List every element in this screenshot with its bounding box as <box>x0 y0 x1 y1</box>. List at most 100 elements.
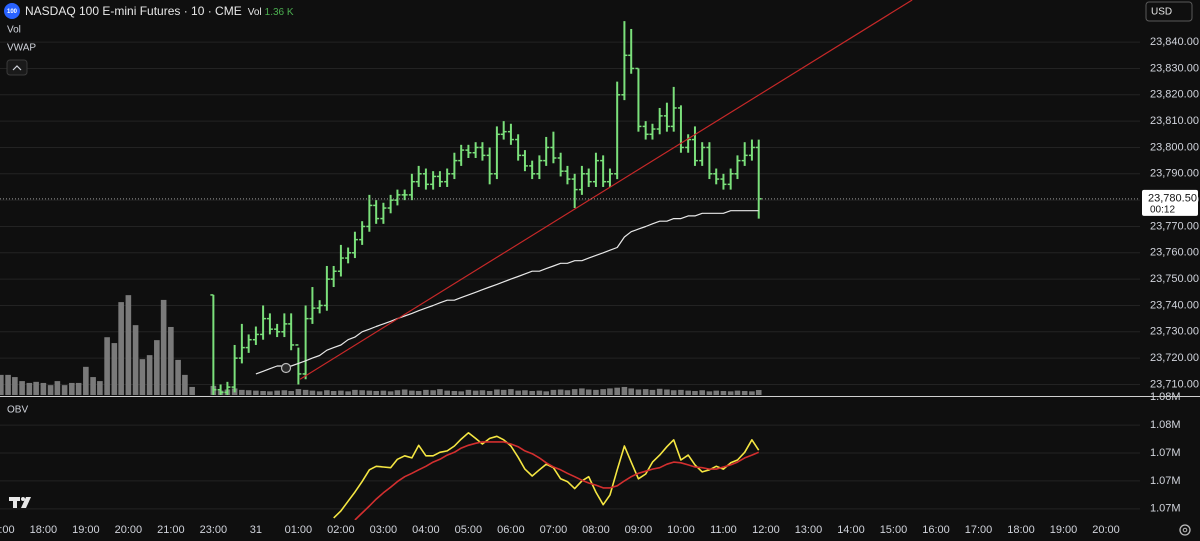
x-tick-label: 08:00 <box>582 524 610 536</box>
x-tick-label: 17:00 <box>0 524 15 536</box>
x-tick-label: 18:00 <box>30 524 58 536</box>
y-tick-label: 23,820.00 <box>1150 89 1199 101</box>
volume-bar <box>12 377 18 395</box>
x-tick-label: 02:00 <box>327 524 355 536</box>
volume-bar <box>579 388 585 395</box>
volume-bar <box>267 391 273 395</box>
volume-bar <box>97 381 103 395</box>
y-tick-label: 23,770.00 <box>1150 220 1199 232</box>
last-price-label: 23,780.50 <box>1148 193 1197 205</box>
volume-bar <box>0 374 4 395</box>
volume-bar <box>47 385 54 395</box>
volume-bar <box>621 386 628 395</box>
x-tick-label: 19:00 <box>1050 524 1078 536</box>
volume-bar <box>444 390 450 395</box>
vwap-line <box>255 210 759 375</box>
volume-bar <box>104 337 110 395</box>
obv-pane <box>0 424 1140 520</box>
volume-bar <box>749 391 755 395</box>
y-tick-label: 23,830.00 <box>1150 62 1199 74</box>
x-tick-label: 20:00 <box>115 524 143 536</box>
volume-bar <box>536 390 543 395</box>
volume-bar <box>685 390 691 395</box>
volume-bar <box>678 389 684 395</box>
price-grid <box>0 41 1140 385</box>
volume-bar <box>500 389 507 395</box>
volume-bar <box>316 391 323 395</box>
x-tick-label: 18:00 <box>1007 524 1035 536</box>
x-tick-label: 03:00 <box>370 524 398 536</box>
volume-bar <box>557 389 564 395</box>
volume-indicator-label: Vol <box>7 25 21 36</box>
volume-bar <box>415 390 422 395</box>
x-tick-label: 09:00 <box>625 524 653 536</box>
volume-bar <box>118 302 124 395</box>
volume-bar <box>508 389 514 395</box>
y-tick-label: 23,810.00 <box>1150 115 1199 127</box>
volume-bar <box>352 389 358 395</box>
x-tick-label: 11:00 <box>710 524 737 536</box>
volume-bar <box>26 382 33 395</box>
volume-bar <box>607 388 613 395</box>
anchor-icon[interactable] <box>280 362 292 374</box>
last-price-box <box>1142 189 1198 216</box>
volume-bar <box>699 390 705 395</box>
volume-bar <box>656 388 663 395</box>
currency-button[interactable]: USD <box>1145 1 1193 22</box>
y-tick-label: 1.07M <box>1150 503 1181 515</box>
volume-bar <box>182 374 188 395</box>
volume-bar <box>111 343 118 395</box>
x-tick-label: 01:00 <box>285 524 313 536</box>
volume-bar <box>75 382 82 395</box>
volume-bar <box>720 390 727 395</box>
volume-bar <box>274 390 280 395</box>
volume-bar <box>465 389 472 395</box>
volume-bar <box>61 385 68 395</box>
volume-bar <box>543 391 549 395</box>
x-tick-label: 07:00 <box>540 524 568 536</box>
volume-bar <box>154 340 160 395</box>
volume-bar <box>451 390 458 395</box>
volume-bar <box>479 390 486 395</box>
obv-line <box>354 441 760 520</box>
x-tick-label: 23:00 <box>200 524 228 536</box>
volume-bar <box>33 381 39 395</box>
volume-bar <box>90 377 96 395</box>
volume-bar <box>54 381 61 395</box>
volume-bar <box>713 390 720 395</box>
volume-bar <box>458 391 464 395</box>
volume-bar <box>600 389 606 395</box>
volume-bar <box>727 391 734 395</box>
volume-bar <box>345 391 351 395</box>
symbol-logo <box>4 3 20 19</box>
x-tick-label: 20:00 <box>1092 524 1120 536</box>
volume-bar <box>628 388 635 395</box>
x-tick-label: 14:00 <box>837 524 865 536</box>
vol-label: Vol <box>248 7 262 18</box>
volume-bar <box>281 390 288 395</box>
symbol-title: NASDAQ 100 E-mini Futures · 10 · CME <box>25 4 242 18</box>
volume-bar <box>706 391 713 395</box>
volume-bar <box>635 389 642 395</box>
volume-bar <box>239 389 245 395</box>
currency-label: USD <box>1151 7 1172 18</box>
collapse-button[interactable] <box>6 59 28 76</box>
volume-bar <box>472 390 479 395</box>
volume-bar <box>529 390 535 395</box>
y-tick-label: 23,800.00 <box>1150 141 1199 153</box>
volume-bar <box>564 390 571 395</box>
y-tick-label: 1.08M <box>1150 391 1181 403</box>
volume-bar <box>550 389 557 395</box>
volume-bar <box>146 355 153 395</box>
volume-bar <box>614 387 620 395</box>
settings-button[interactable] <box>1179 524 1191 536</box>
volume-bar <box>253 390 259 395</box>
volume-bar <box>295 389 302 395</box>
volume-bar <box>734 390 741 395</box>
volume-bar <box>394 390 401 395</box>
volume-bar <box>168 326 174 395</box>
volume-bar <box>359 390 365 395</box>
